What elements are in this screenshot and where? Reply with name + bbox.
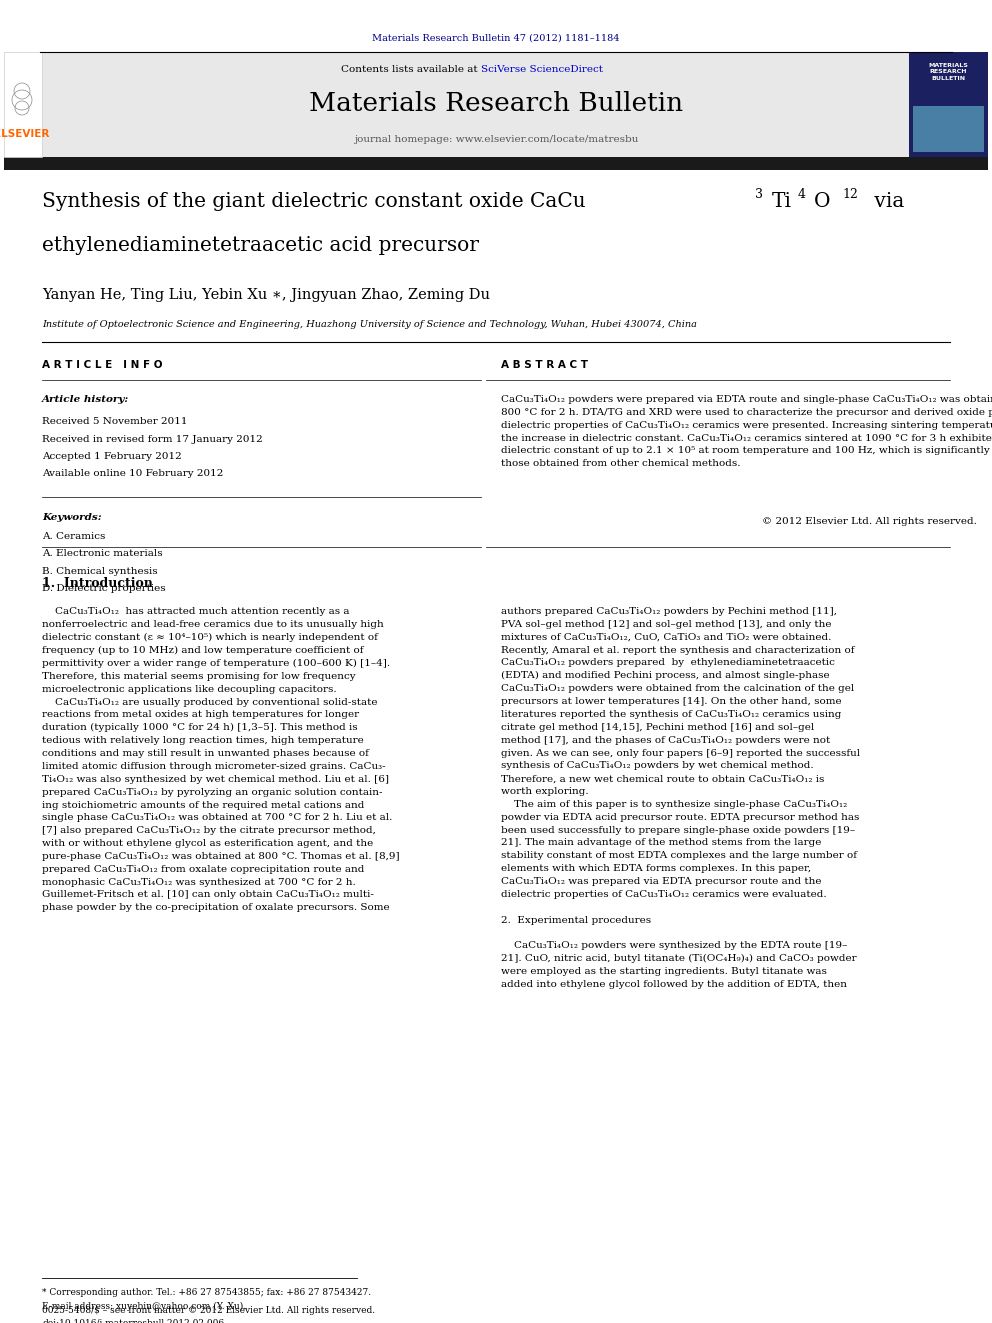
Text: Ti: Ti xyxy=(772,192,792,210)
Text: Yanyan He, Ting Liu, Yebin Xu ∗, Jingyuan Zhao, Zeming Du: Yanyan He, Ting Liu, Yebin Xu ∗, Jingyua… xyxy=(42,288,490,302)
Text: Article history:: Article history: xyxy=(42,396,129,404)
Text: ELSEVIER: ELSEVIER xyxy=(0,130,50,139)
Text: Synthesis of the giant dielectric constant oxide CaCu: Synthesis of the giant dielectric consta… xyxy=(42,192,585,210)
Text: Contents lists available at: Contents lists available at xyxy=(341,66,481,74)
FancyBboxPatch shape xyxy=(909,52,988,157)
Text: doi:10.1016/j.materresbull.2012.02.006: doi:10.1016/j.materresbull.2012.02.006 xyxy=(42,1319,224,1323)
Text: CaCu₃Ti₄O₁₂ powders were prepared via EDTA route and single-phase CaCu₃Ti₄O₁₂ wa: CaCu₃Ti₄O₁₂ powders were prepared via ED… xyxy=(501,396,992,468)
Text: Received in revised form 17 January 2012: Received in revised form 17 January 2012 xyxy=(42,434,263,443)
FancyBboxPatch shape xyxy=(4,157,988,169)
Text: Keywords:: Keywords: xyxy=(42,513,101,523)
Text: O: O xyxy=(814,192,830,210)
Text: CaCu₃Ti₄O₁₂  has attracted much attention recently as a
nonferroelectric and lea: CaCu₃Ti₄O₁₂ has attracted much attention… xyxy=(42,607,400,913)
FancyBboxPatch shape xyxy=(913,106,984,152)
Text: A R T I C L E   I N F O: A R T I C L E I N F O xyxy=(42,360,163,370)
Text: Accepted 1 February 2012: Accepted 1 February 2012 xyxy=(42,452,182,460)
Text: Materials Research Bulletin 47 (2012) 1181–1184: Materials Research Bulletin 47 (2012) 11… xyxy=(372,33,620,42)
Text: 3: 3 xyxy=(755,188,763,201)
Text: Available online 10 February 2012: Available online 10 February 2012 xyxy=(42,470,223,479)
Text: MATERIALS
RESEARCH
BULLETIN: MATERIALS RESEARCH BULLETIN xyxy=(929,64,968,81)
Text: 4: 4 xyxy=(798,188,806,201)
Text: SciVerse ScienceDirect: SciVerse ScienceDirect xyxy=(481,66,603,74)
Text: Materials Research Bulletin: Materials Research Bulletin xyxy=(309,91,683,116)
Text: authors prepared CaCu₃Ti₄O₁₂ powders by Pechini method [11],
PVA sol–gel method : authors prepared CaCu₃Ti₄O₁₂ powders by … xyxy=(501,607,860,990)
Text: ethylenediaminetetraacetic acid precursor: ethylenediaminetetraacetic acid precurso… xyxy=(42,235,479,255)
Text: B. Chemical synthesis: B. Chemical synthesis xyxy=(42,568,158,576)
FancyBboxPatch shape xyxy=(4,52,42,157)
Text: A. Electronic materials: A. Electronic materials xyxy=(42,549,163,558)
Text: Institute of Optoelectronic Science and Engineering, Huazhong University of Scie: Institute of Optoelectronic Science and … xyxy=(42,320,697,329)
Text: 1.  Introduction: 1. Introduction xyxy=(42,577,153,590)
Text: journal homepage: www.elsevier.com/locate/matresbu: journal homepage: www.elsevier.com/locat… xyxy=(354,135,638,144)
Text: A. Ceramics: A. Ceramics xyxy=(42,532,105,541)
Text: Received 5 November 2011: Received 5 November 2011 xyxy=(42,417,187,426)
Text: A B S T R A C T: A B S T R A C T xyxy=(501,360,588,370)
FancyBboxPatch shape xyxy=(42,52,949,157)
Text: © 2012 Elsevier Ltd. All rights reserved.: © 2012 Elsevier Ltd. All rights reserved… xyxy=(762,517,977,527)
Text: E-mail address: xuyebin@yahoo.com (Y. Xu).: E-mail address: xuyebin@yahoo.com (Y. Xu… xyxy=(42,1302,246,1311)
Text: * Corresponding author. Tel.: +86 27 87543855; fax: +86 27 87543427.: * Corresponding author. Tel.: +86 27 875… xyxy=(42,1289,371,1297)
Text: D. Dielectric properties: D. Dielectric properties xyxy=(42,585,166,594)
Text: 12: 12 xyxy=(842,188,858,201)
Text: 0025-5408/$ – see front matter © 2012 Elsevier Ltd. All rights reserved.: 0025-5408/$ – see front matter © 2012 El… xyxy=(42,1306,375,1315)
Text: via: via xyxy=(868,192,905,210)
